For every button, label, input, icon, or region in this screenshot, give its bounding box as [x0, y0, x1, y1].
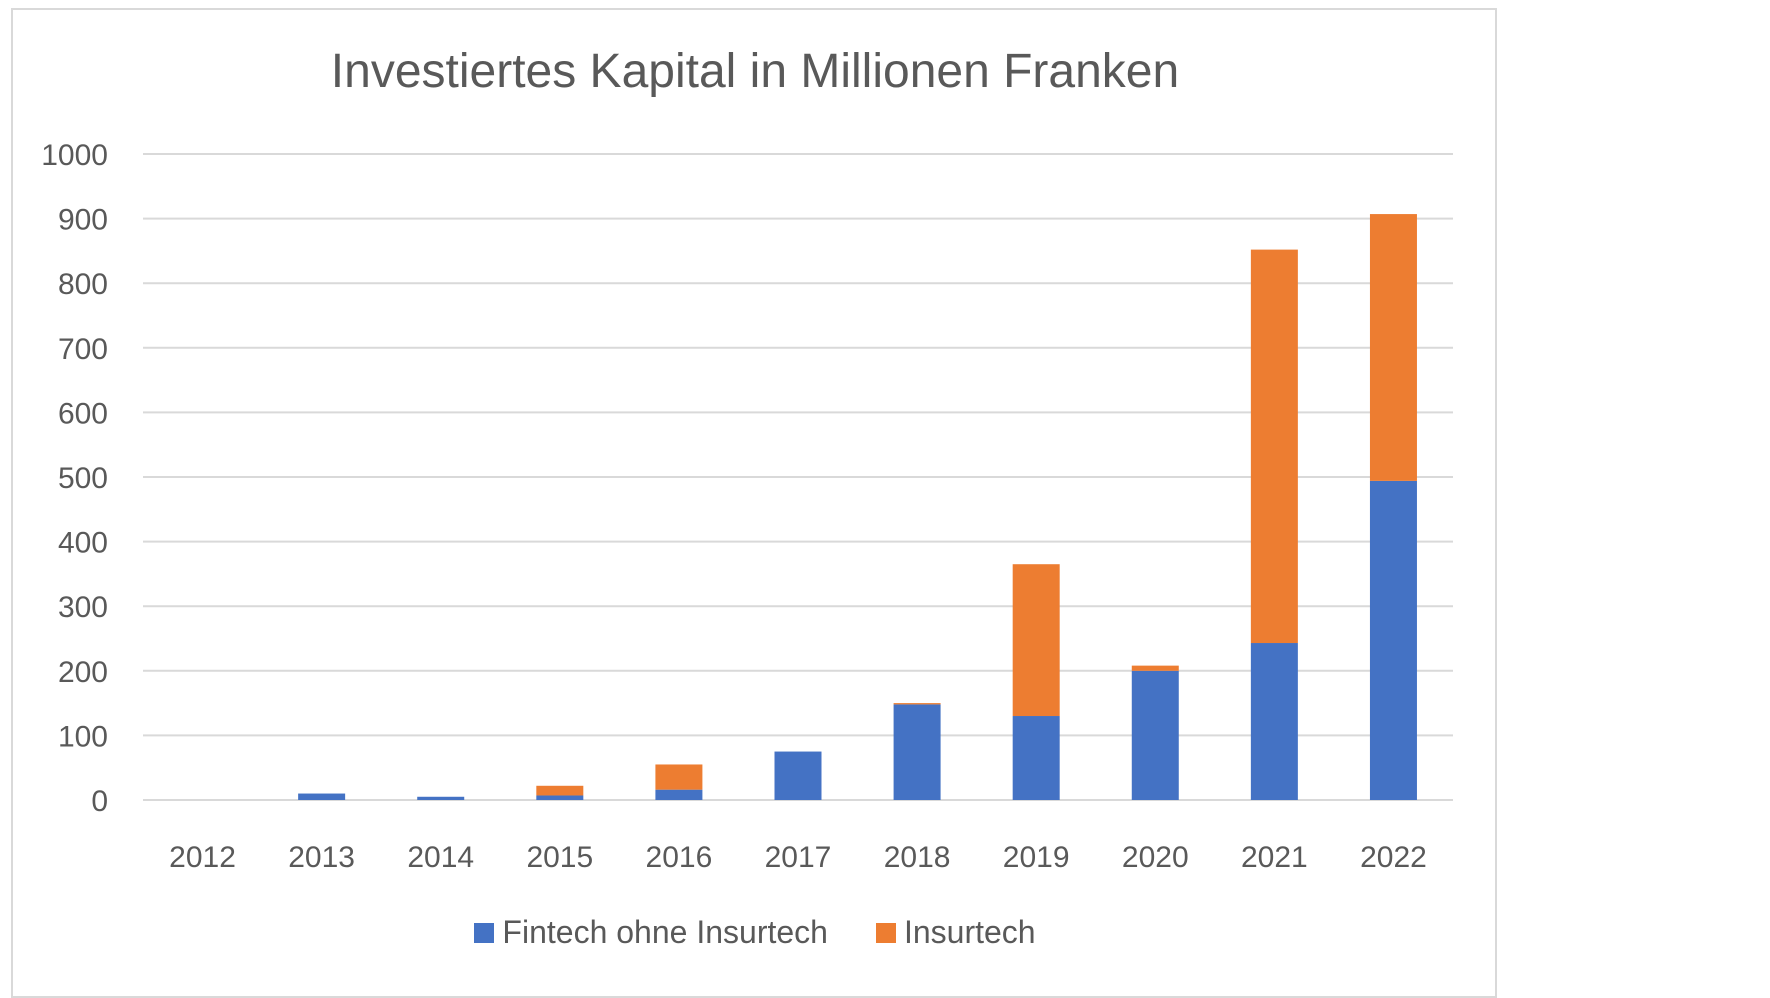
- x-tick-label: 2019: [1003, 841, 1070, 874]
- y-tick-label: 100: [58, 720, 108, 753]
- chart-title: Investiertes Kapital in Millionen Franke…: [330, 45, 1180, 98]
- bar-fintech-2021: [1250, 643, 1298, 800]
- y-tick-label: 800: [58, 268, 108, 301]
- y-tick-label: 600: [58, 397, 108, 430]
- x-tick-label: 2012: [169, 841, 236, 874]
- x-tick-label: 2013: [288, 841, 355, 874]
- bar-insurtech-2022: [1369, 214, 1417, 481]
- x-tick-label: 2022: [1360, 841, 1427, 874]
- y-tick-label: 300: [58, 591, 108, 624]
- y-tick-label: 700: [58, 333, 108, 366]
- bar-fintech-2015: [536, 795, 584, 800]
- x-tick-label: 2014: [407, 841, 474, 874]
- bar-insurtech-2016: [655, 764, 703, 790]
- legend: Fintech ohne Insurtech Insurtech: [0, 914, 1510, 951]
- legend-label-fintech: Fintech ohne Insurtech: [502, 914, 828, 950]
- x-tick-label: 2015: [526, 841, 593, 874]
- bar-insurtech-2015: [536, 785, 584, 796]
- bar-insurtech-2018: [893, 703, 941, 705]
- x-tick-label: 2021: [1241, 841, 1308, 874]
- legend-item-insurtech: Insurtech: [875, 914, 1036, 951]
- bar-fintech-2022: [1369, 480, 1417, 800]
- bar-fintech-2017: [774, 751, 822, 800]
- legend-label-insurtech: Insurtech: [903, 914, 1036, 950]
- bar-fintech-2020: [1131, 670, 1179, 800]
- bar-fintech-2019: [1012, 716, 1060, 800]
- bar-insurtech-2020: [1131, 665, 1179, 671]
- bar-insurtech-2021: [1250, 249, 1298, 644]
- bar-insurtech-2019: [1012, 564, 1060, 717]
- bar-fintech-2013: [298, 793, 346, 800]
- legend-item-fintech: Fintech ohne Insurtech: [474, 914, 828, 951]
- legend-swatch-insurtech: [875, 922, 896, 943]
- y-tick-label: 500: [58, 462, 108, 495]
- y-tick-label: 0: [91, 785, 108, 818]
- x-tick-label: 2018: [884, 841, 951, 874]
- x-tick-label: 2017: [765, 841, 832, 874]
- bar-fintech-2014: [417, 796, 465, 800]
- x-tick-label: 2016: [646, 841, 713, 874]
- y-tick-label: 900: [58, 204, 108, 237]
- y-tick-label: 200: [58, 656, 108, 689]
- y-tick-label: 400: [58, 527, 108, 560]
- bar-fintech-2016: [655, 789, 703, 800]
- bar-fintech-2018: [893, 704, 941, 800]
- y-tick-label: 1000: [41, 139, 108, 172]
- legend-swatch-fintech: [474, 922, 495, 943]
- x-tick-label: 2020: [1122, 841, 1189, 874]
